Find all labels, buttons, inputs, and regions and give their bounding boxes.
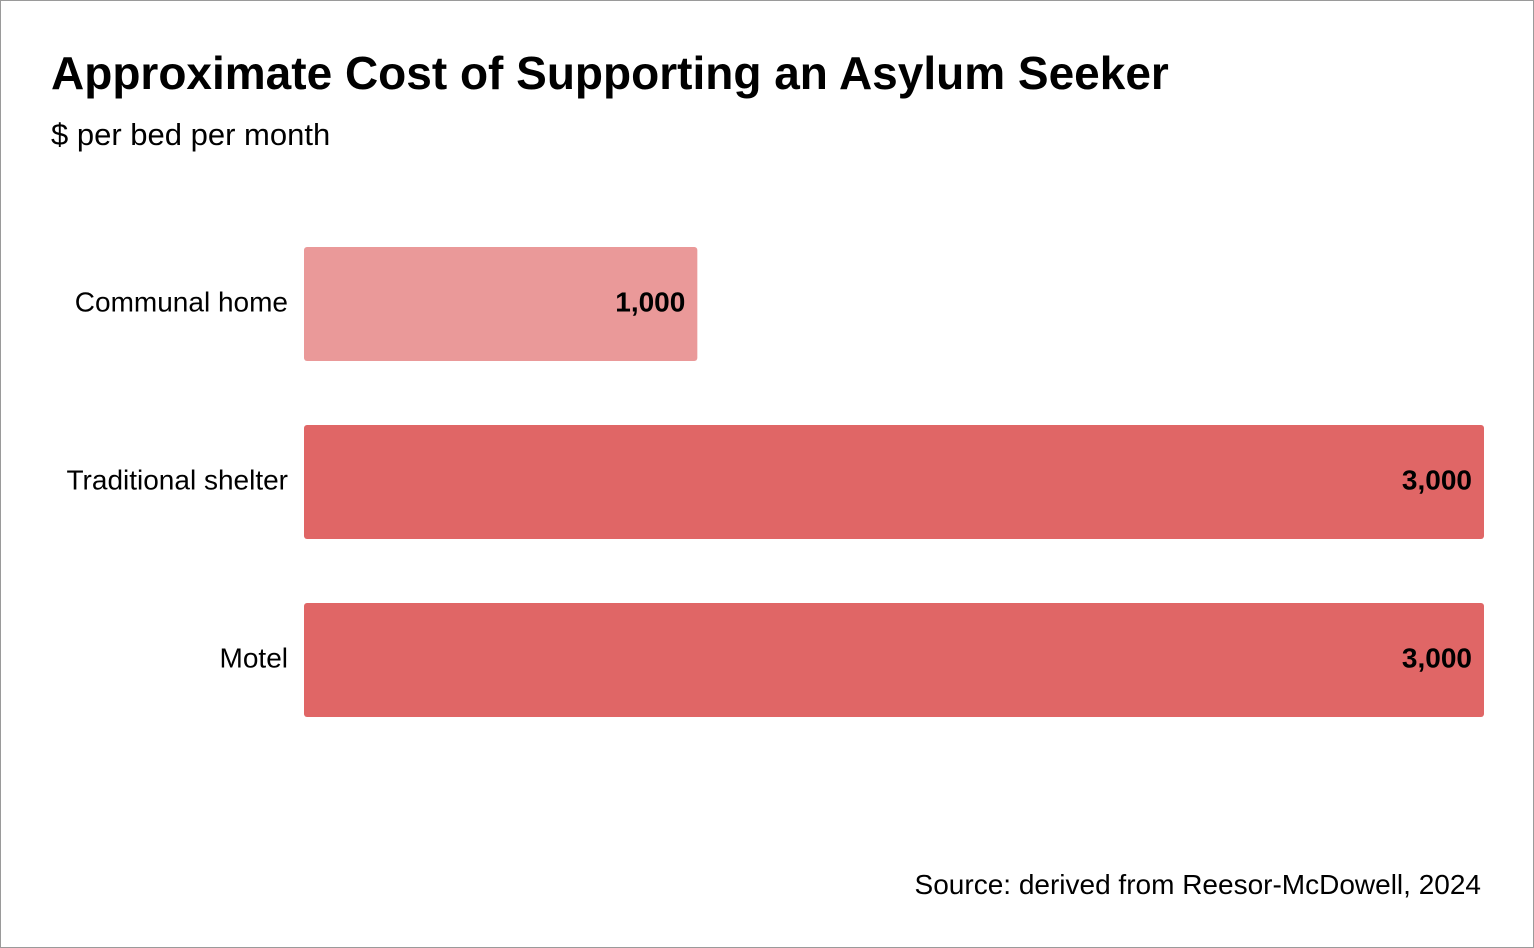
value-label-0: 1,000 <box>615 286 685 317</box>
category-label-1: Traditional shelter <box>66 464 288 495</box>
category-label-2: Motel <box>220 642 288 673</box>
value-label-1: 3,000 <box>1402 464 1472 495</box>
chart-subtitle: $ per bed per month <box>51 117 331 152</box>
source-note: Source: derived from Reesor-McDowell, 20… <box>914 869 1481 900</box>
chart-title: Approximate Cost of Supporting an Asylum… <box>51 47 1169 99</box>
bar-1 <box>304 425 1484 539</box>
category-label-0: Communal home <box>75 286 288 317</box>
bar-0 <box>304 247 698 361</box>
value-label-2: 3,000 <box>1402 642 1472 673</box>
bar-2 <box>304 603 1484 717</box>
